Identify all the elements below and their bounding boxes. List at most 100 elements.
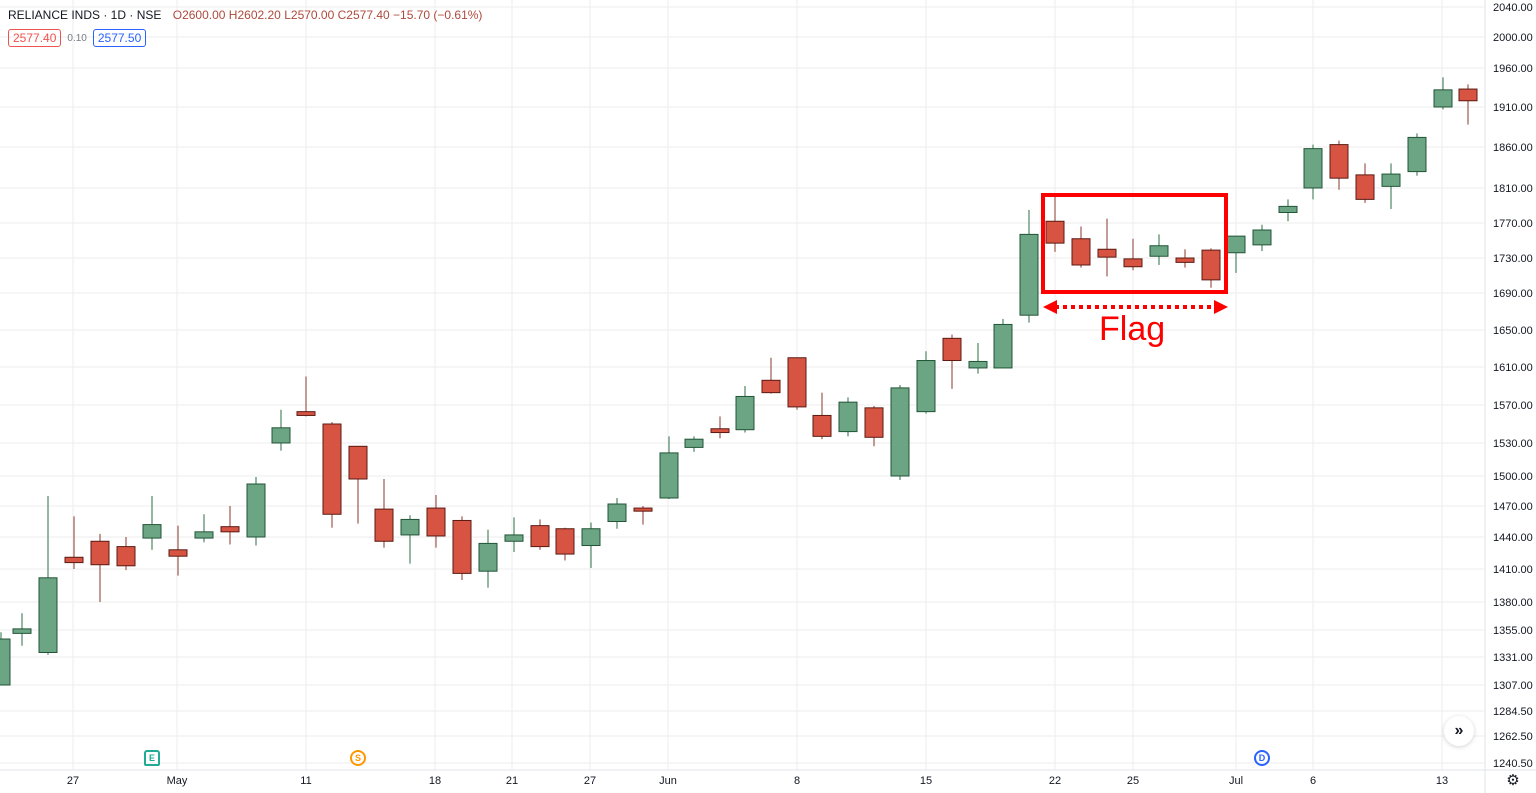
price-tick-label: 1380.00 [1493,597,1533,609]
price-tick-label: 1570.00 [1493,400,1533,412]
candle[interactable] [1355,163,1375,203]
price-tick-label: 1530.00 [1493,438,1533,450]
spread-value: 0.10 [67,32,87,44]
date-tick-label: 25 [1127,775,1139,787]
candle[interactable] [12,613,32,646]
price-tick-label: 1331.00 [1493,652,1533,664]
candle[interactable] [838,397,858,437]
candle[interactable] [968,342,988,374]
candle[interactable] [0,632,11,686]
price-tick-label: 1440.00 [1493,532,1533,544]
candle[interactable] [348,445,368,524]
date-tick-label: Jul [1229,775,1243,787]
candle[interactable] [993,318,1013,369]
price-tick-label: 2040.00 [1493,2,1533,14]
date-tick-label: 27 [67,775,79,787]
candle[interactable] [478,529,498,588]
candle[interactable] [194,514,214,543]
date-tick-label: May [167,775,188,787]
candle[interactable] [1329,140,1349,190]
candle[interactable] [1045,195,1065,252]
candle[interactable] [322,422,342,528]
candle[interactable] [607,498,627,529]
price-tick-label: 1730.00 [1493,253,1533,265]
candle[interactable] [1097,218,1117,277]
candle[interactable] [555,527,575,561]
candle[interactable] [1123,238,1143,271]
candle[interactable] [581,522,601,568]
scroll-to-realtime-button[interactable]: » [1444,716,1474,746]
price-tick-label: 1284.50 [1493,706,1533,718]
candle[interactable] [38,496,58,655]
price-tick-label: 1690.00 [1493,288,1533,300]
candle[interactable] [812,392,832,440]
flag-annotation-label: Flag [1099,310,1166,348]
candle[interactable] [504,517,524,552]
open-value: 2600.00 [182,8,226,22]
candle[interactable] [942,334,962,389]
candle[interactable] [400,515,420,564]
candle[interactable] [530,519,550,550]
candle[interactable] [1175,249,1195,268]
candle[interactable] [1019,209,1039,323]
chart-settings-gear-icon[interactable]: ⚙ [1506,772,1520,789]
candle[interactable] [1433,77,1453,110]
date-tick-label: 15 [920,775,932,787]
date-tick-label: 11 [300,775,311,787]
date-tick-label: 13 [1436,775,1448,787]
change-value: −15.70 (−0.61%) [393,8,483,22]
candle[interactable] [374,479,394,548]
earnings-event-icon[interactable]: E [144,750,160,766]
candle[interactable] [1071,226,1091,268]
candle[interactable] [890,385,910,480]
ask-price-button[interactable]: 2577.50 [92,29,147,47]
candle[interactable] [1458,84,1478,125]
candle[interactable] [761,357,781,394]
candle[interactable] [426,495,446,548]
price-tick-label: 1810.00 [1493,183,1533,195]
candle[interactable] [168,525,188,576]
date-tick-label: 21 [506,775,518,787]
price-tick-label: 1610.00 [1493,362,1533,374]
candle[interactable] [710,416,730,439]
candle[interactable] [116,537,136,571]
candle[interactable] [1252,224,1272,251]
candle[interactable] [916,351,936,414]
bid-ask-panel: 2577.40 0.10 2577.50 [8,29,147,47]
candle[interactable] [787,357,807,410]
candle[interactable] [220,506,240,545]
candle[interactable] [1381,163,1401,209]
date-tick-label: 22 [1049,775,1061,787]
candle[interactable] [296,376,316,417]
bid-price-button[interactable]: 2577.40 [8,29,62,47]
candle[interactable] [735,386,755,433]
candle[interactable] [142,496,162,550]
candle[interactable] [684,436,704,452]
candle[interactable] [864,405,884,447]
dividend-event-icon[interactable]: D [1254,750,1270,766]
ohlc-values: O2600.00 H2602.20 L2570.00 C2577.40 −15.… [172,8,483,22]
price-tick-label: 1500.00 [1493,471,1533,483]
candle[interactable] [633,506,653,525]
candle[interactable] [1226,235,1246,273]
price-tick-label: 1410.00 [1493,564,1533,576]
arrow-left-head-icon [1043,300,1057,314]
candle[interactable] [1149,234,1169,265]
candle[interactable] [452,516,472,580]
date-tick-label: 18 [429,775,441,787]
split-event-icon[interactable]: S [350,750,366,766]
candle[interactable] [90,533,110,602]
candle[interactable] [1303,144,1323,200]
candle[interactable] [64,516,84,569]
candle[interactable] [1201,248,1221,288]
candle[interactable] [246,477,266,546]
price-tick-label: 1770.00 [1493,218,1533,230]
date-tick-label: 8 [794,775,800,787]
symbol-legend: RELIANCE INDS · 1D · NSE O2600.00 H2602.… [8,8,482,22]
candle[interactable] [1407,133,1427,176]
price-tick-label: 1240.50 [1493,758,1533,770]
candle[interactable] [271,409,291,451]
candle[interactable] [1278,199,1298,222]
candle[interactable] [659,436,679,499]
